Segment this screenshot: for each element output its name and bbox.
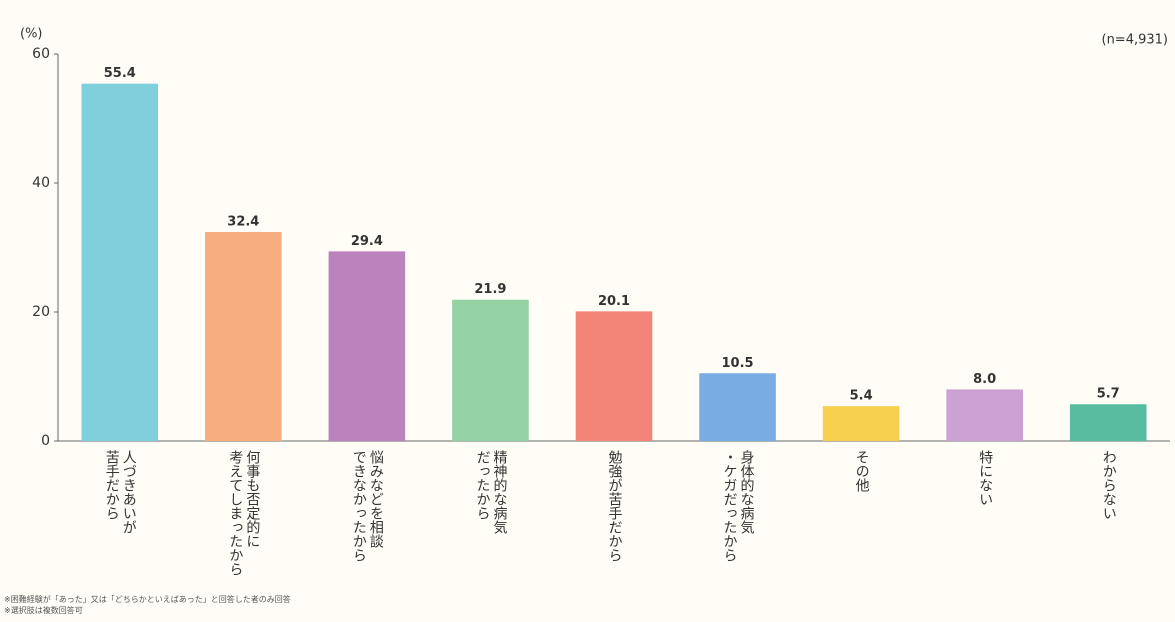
data-label: 5.4: [850, 389, 873, 404]
y-tick-label: 60: [32, 46, 50, 62]
data-label: 5.7: [1097, 387, 1120, 402]
footnote: ※選択肢は複数回答可: [4, 606, 83, 615]
bar: [946, 389, 1023, 441]
data-label: 20.1: [598, 294, 630, 309]
data-label: 8.0: [973, 372, 996, 387]
y-tick-label: 20: [32, 304, 50, 320]
bar: [328, 251, 406, 441]
bar: [81, 83, 159, 442]
y-tick-label: 40: [32, 175, 50, 191]
data-label: 10.5: [722, 356, 754, 371]
data-label: 32.4: [227, 215, 259, 230]
bar: [699, 373, 776, 441]
x-tick-label: わからない: [1100, 450, 1117, 520]
data-label: 29.4: [351, 234, 383, 249]
data-label: 55.4: [104, 66, 136, 81]
x-tick-label: 何事も否定的に 考えてしまったから: [227, 450, 261, 576]
bar: [822, 406, 900, 441]
y-tick-label: 0: [41, 433, 50, 449]
bar: [575, 311, 653, 441]
x-tick-label: 身体的な病気 ・ケガだったから: [721, 450, 755, 562]
y-unit: (%): [20, 27, 43, 42]
bar: [452, 299, 529, 441]
x-tick-label: 勉強が苦手だから: [606, 450, 623, 562]
x-tick-label: 特にない: [977, 450, 994, 506]
x-tick-label: 人づきあいが 苦手だから: [103, 450, 137, 534]
footnote: ※困難経験が「あった」又は「どちらかといえばあった」と回答した者のみ回答: [4, 595, 291, 604]
x-tick-label: その他: [853, 450, 870, 492]
data-label: 21.9: [474, 282, 506, 297]
x-tick-label: 精神的な病気 だったから: [474, 450, 508, 534]
sample-note: (n=4,931): [1102, 33, 1169, 48]
bar: [205, 232, 282, 441]
x-tick-label: 悩みなどを相談 できなかったから: [350, 450, 384, 562]
bar: [1069, 404, 1147, 441]
